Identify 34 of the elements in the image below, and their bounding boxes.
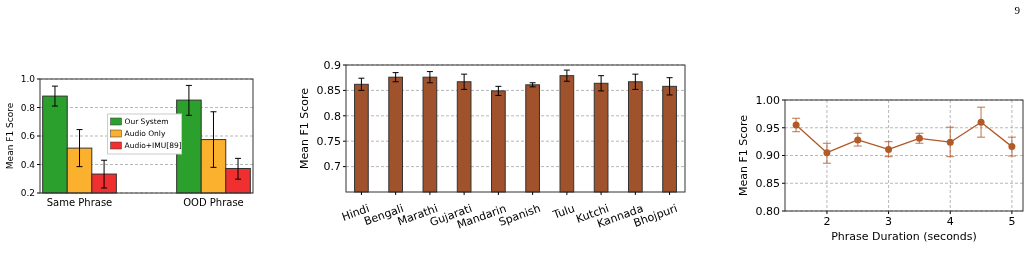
y-tick-label: 1.0 [20,74,36,85]
x-tick-label: Tulu [550,201,577,222]
y-tick-label: 0.6 [20,131,36,142]
point [885,145,893,153]
x-tick-label: 2 [823,215,831,228]
point [854,136,862,144]
y-axis-title: Mean F1 Score [737,114,750,197]
y-tick-label: 0.95 [755,121,780,135]
point [823,149,831,157]
y-tick-label: 0.80 [755,204,780,218]
x-tick-label: 3 [885,215,893,228]
y-tick-label: 0.90 [755,149,780,163]
y-tick-label: 0.8 [20,102,36,113]
point [792,121,800,129]
y-tick-label: 0.9 [323,58,341,72]
text: 9 [1014,4,1021,16]
y-tick-label: 0.4 [20,159,36,170]
x-axis-title: Phrase Duration (seconds) [831,230,977,243]
y-tick-label: 0.75 [316,135,341,149]
y-tick-label: 0.2 [20,188,35,199]
y-tick-label: 0.7 [323,160,341,174]
x-tick-label: 5 [1008,215,1016,228]
x-tick-label: OOD Phrase [183,197,244,208]
point [946,138,954,146]
y-axis-title: Mean F1 Score [5,102,15,170]
x-tick-label: Same Phrase [46,197,113,208]
point [977,118,985,126]
x-tick-label: 4 [946,215,954,228]
y-tick-label: 1.00 [755,93,780,107]
y-tick-label: 0.8 [323,109,341,123]
y-tick-label: 0.85 [316,84,341,98]
y-axis-title: Mean F1 Score [298,87,311,170]
point [1008,143,1016,151]
y-tick-label: 0.85 [755,177,780,191]
